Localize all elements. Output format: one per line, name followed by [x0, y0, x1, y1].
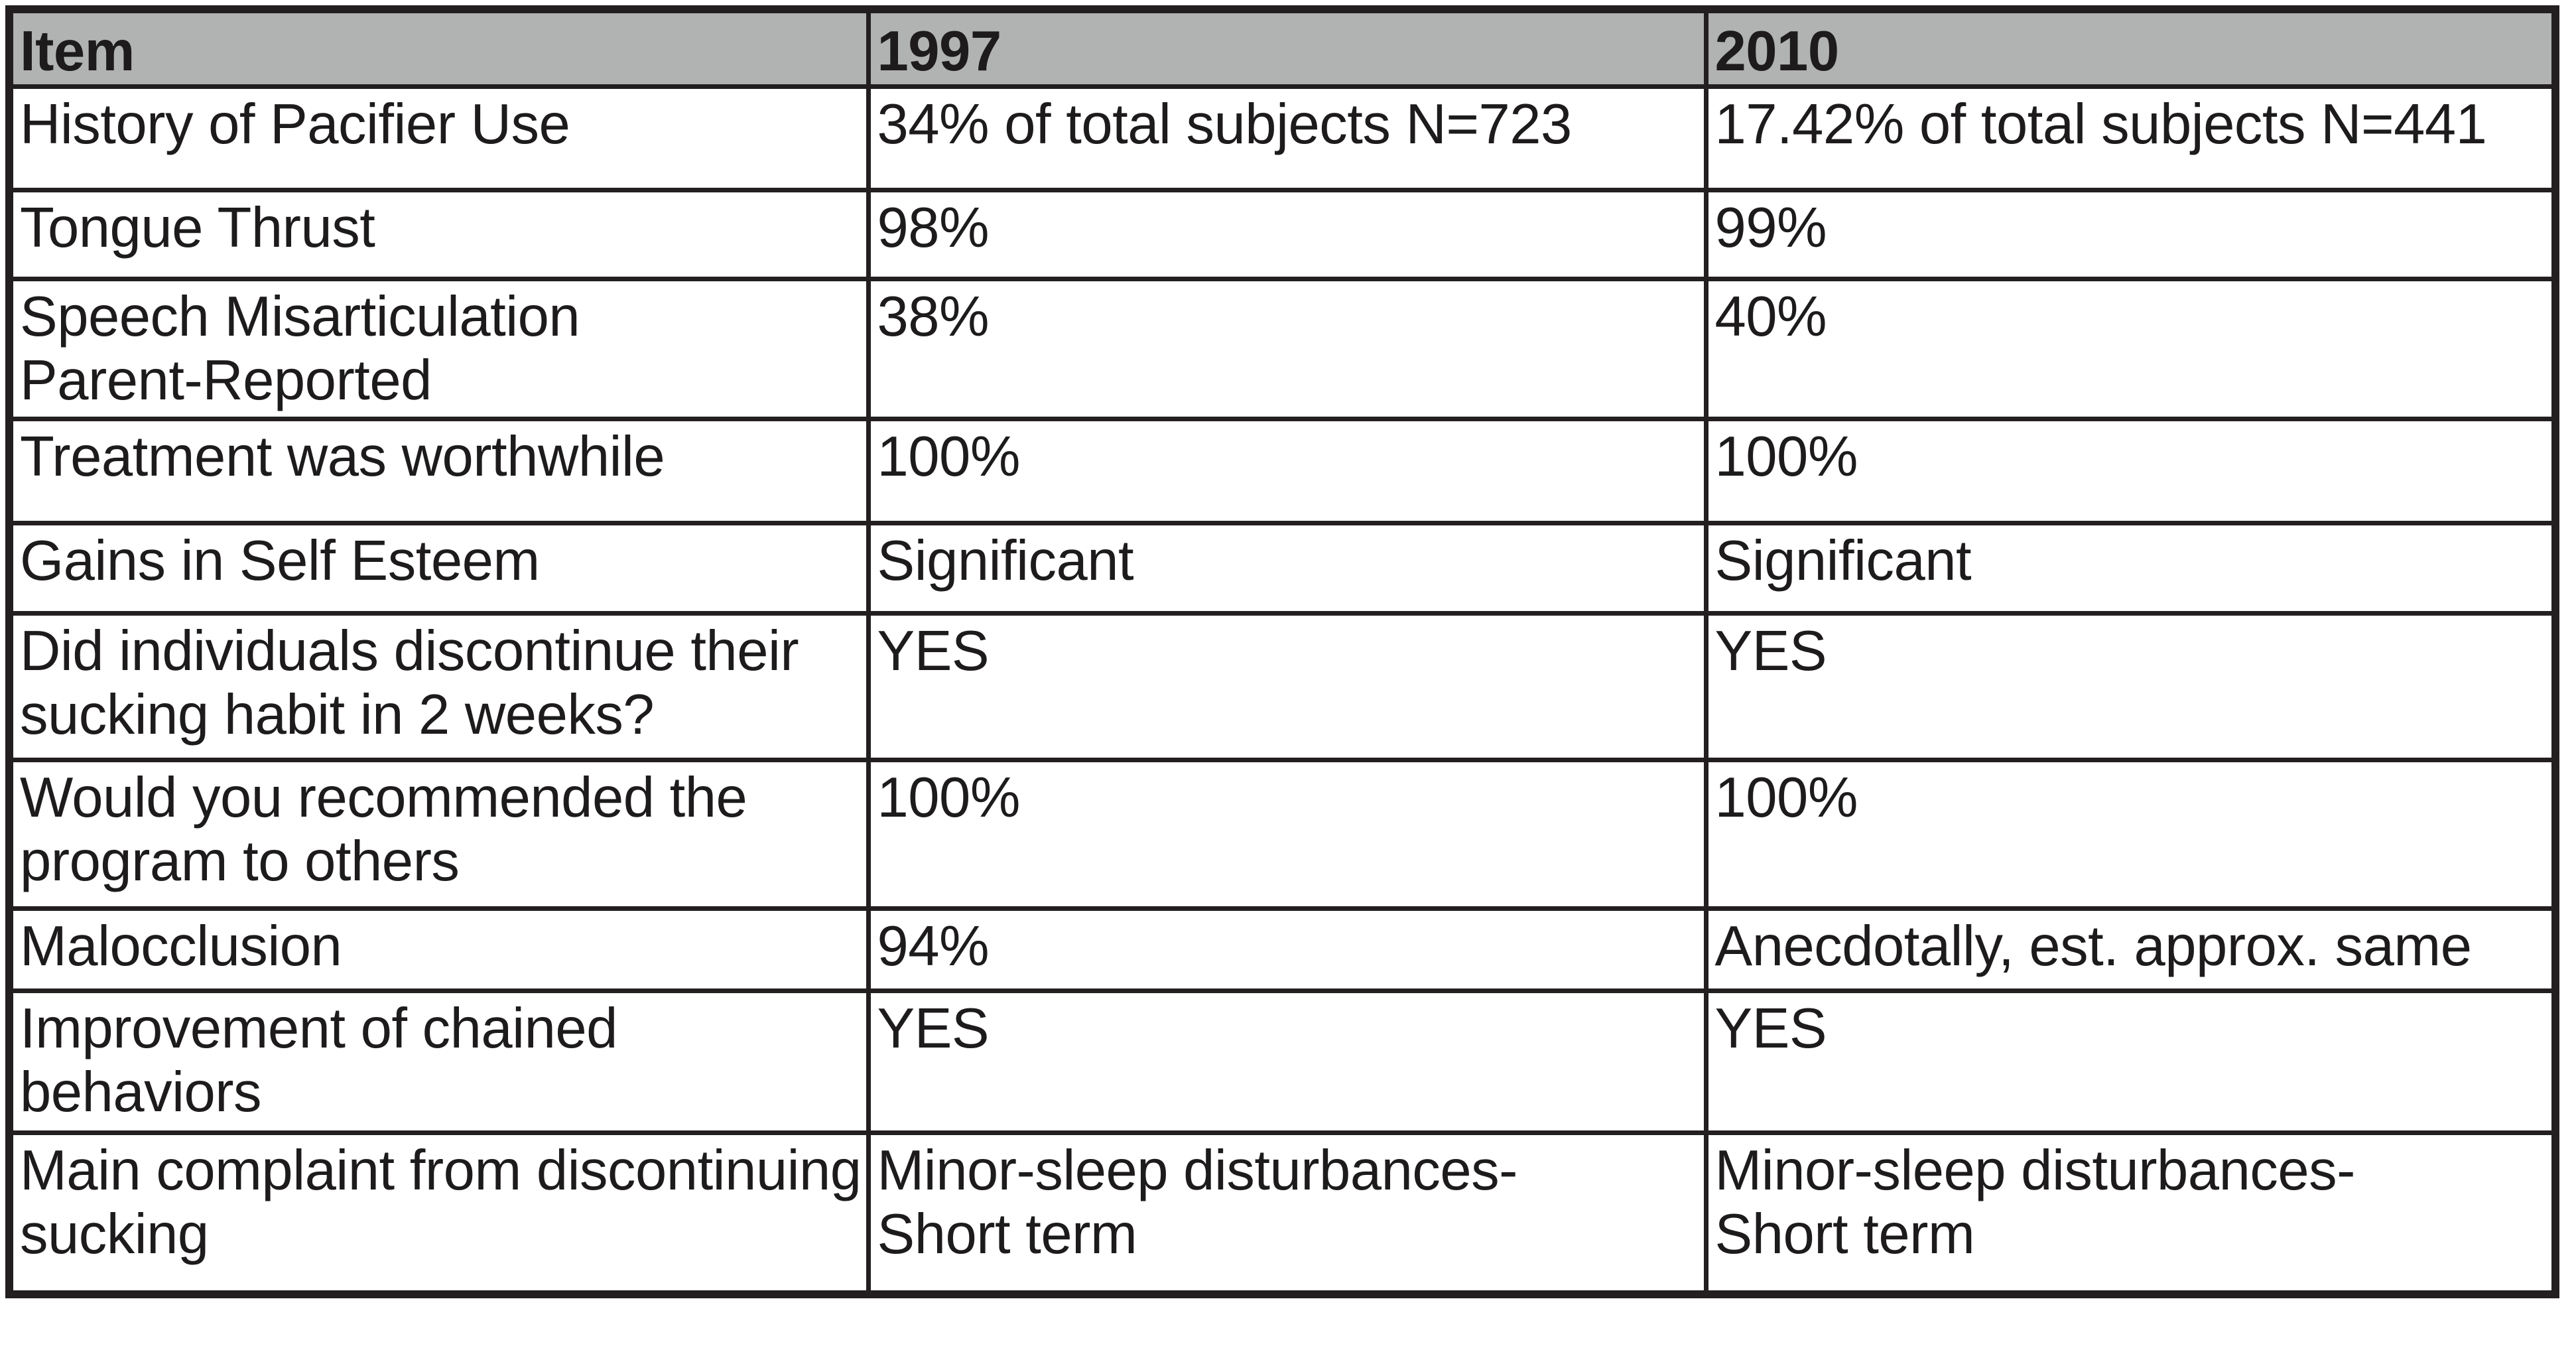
value-2010-cell: YES	[1703, 610, 2558, 762]
value-1997-cell: 38%	[866, 276, 1708, 421]
cell-text: Tongue Thrust	[20, 196, 375, 259]
value-2010-cell: 40%	[1703, 276, 2558, 421]
table-row: Malocclusion 94% Anecdotally, est. approx.…	[7, 906, 2558, 993]
cell-text: Speech Misarticulation Parent-Reported	[20, 285, 580, 412]
cell-text: 17.42% of total subjects N=441	[1714, 92, 2487, 156]
value-1997-cell: 94%	[866, 906, 1708, 993]
table-body: History of Pacifier Use 34% of total subj…	[7, 84, 2558, 1297]
item-cell: History of Pacifier Use	[7, 84, 871, 192]
header-cell-item: Item	[7, 7, 871, 89]
table-row: Would you recommended the program to oth…	[7, 757, 2558, 911]
cell-text: YES	[1714, 619, 1827, 683]
header-label-2010: 2010	[1714, 20, 1840, 83]
header-label-item: Item	[20, 20, 135, 83]
item-cell: Improvement of chained behaviors	[7, 988, 871, 1135]
header-row: Item 1997 2010	[7, 7, 2558, 89]
value-1997-cell: YES	[866, 988, 1708, 1135]
item-cell: Would you recommended the program to oth…	[7, 757, 871, 911]
table-row: Speech Misarticulation Parent-Reported 38…	[7, 276, 2558, 421]
cell-text: 34% of total subjects N=723	[877, 92, 1573, 156]
cell-text: Gains in Self Esteem	[20, 529, 540, 592]
cell-text: 100%	[877, 425, 1021, 488]
value-2010-cell: Significant	[1703, 520, 2558, 616]
item-cell: Treatment was worthwhile	[7, 416, 871, 525]
value-2010-cell: 99%	[1703, 187, 2558, 281]
cell-text: YES	[1714, 996, 1827, 1060]
item-cell: Did individuals discontinue their suckin…	[7, 610, 871, 762]
cell-text: Did individuals discontinue their suckin…	[20, 619, 799, 746]
cell-text: 100%	[877, 766, 1021, 829]
cell-text: Significant	[1714, 529, 1972, 592]
cell-text: Treatment was worthwhile	[20, 425, 665, 488]
cell-text: 98%	[877, 196, 990, 259]
value-2010-cell: 100%	[1703, 416, 2558, 525]
table-row: Did individuals discontinue their suckin…	[7, 610, 2558, 762]
item-cell: Gains in Self Esteem	[7, 520, 871, 616]
cell-text: 40%	[1714, 285, 1827, 348]
cell-text: 99%	[1714, 196, 1827, 259]
value-1997-cell: 100%	[866, 757, 1708, 911]
cell-text: YES	[877, 619, 990, 683]
value-2010-cell: 17.42% of total subjects N=441	[1703, 84, 2558, 192]
cell-text: YES	[877, 996, 990, 1060]
value-1997-cell: 100%	[866, 416, 1708, 525]
cell-text: Improvement of chained behaviors	[20, 996, 617, 1124]
cell-text: 38%	[877, 285, 990, 348]
table-row: Gains in Self Esteem Significant Significa…	[7, 520, 2558, 616]
cell-text: Main complaint from discontinuing suckin…	[20, 1138, 862, 1266]
item-cell: Malocclusion	[7, 906, 871, 993]
value-1997-cell: Significant	[866, 520, 1708, 616]
table-row: Improvement of chained behaviors YES YES	[7, 988, 2558, 1135]
header-cell-1997: 1997	[866, 7, 1708, 89]
item-cell: Tongue Thrust	[7, 187, 871, 281]
header-label-1997: 1997	[877, 20, 1002, 83]
table-row: Treatment was worthwhile 100% 100%	[7, 416, 2558, 525]
pacifier-study-comparison-table: Item 1997 2010 History of Pacifier Use 34…	[5, 5, 2559, 1298]
table-row: History of Pacifier Use 34% of total subj…	[7, 84, 2558, 192]
cell-text: Would you recommended the program to oth…	[20, 766, 747, 893]
comparison-table-container: Item 1997 2010 History of Pacifier Use 34…	[5, 5, 2559, 1298]
cell-text: History of Pacifier Use	[20, 92, 570, 156]
table-row: Tongue Thrust 98% 99%	[7, 187, 2558, 281]
header-cell-2010: 2010	[1703, 7, 2558, 89]
value-2010-cell: Anecdotally, est. approx. same	[1703, 906, 2558, 993]
cell-text: Anecdotally, est. approx. same	[1714, 914, 2472, 978]
value-2010-cell: YES	[1703, 988, 2558, 1135]
cell-text: 100%	[1714, 766, 1858, 829]
table-row: Main complaint from discontinuing suckin…	[7, 1130, 2558, 1297]
item-cell: Main complaint from discontinuing suckin…	[7, 1130, 871, 1297]
value-1997-cell: Minor-sleep disturbances- Short term	[866, 1130, 1708, 1297]
cell-text: Significant	[877, 529, 1134, 592]
cell-text: 100%	[1714, 425, 1858, 488]
value-1997-cell: YES	[866, 610, 1708, 762]
cell-text: 94%	[877, 914, 990, 978]
value-2010-cell: 100%	[1703, 757, 2558, 911]
cell-text: Malocclusion	[20, 914, 342, 978]
value-1997-cell: 98%	[866, 187, 1708, 281]
item-cell: Speech Misarticulation Parent-Reported	[7, 276, 871, 421]
cell-text: Minor-sleep disturbances- Short term	[877, 1138, 1518, 1266]
value-1997-cell: 34% of total subjects N=723	[866, 84, 1708, 192]
cell-text: Minor-sleep disturbances- Short term	[1714, 1138, 2356, 1266]
value-2010-cell: Minor-sleep disturbances- Short term	[1703, 1130, 2558, 1297]
